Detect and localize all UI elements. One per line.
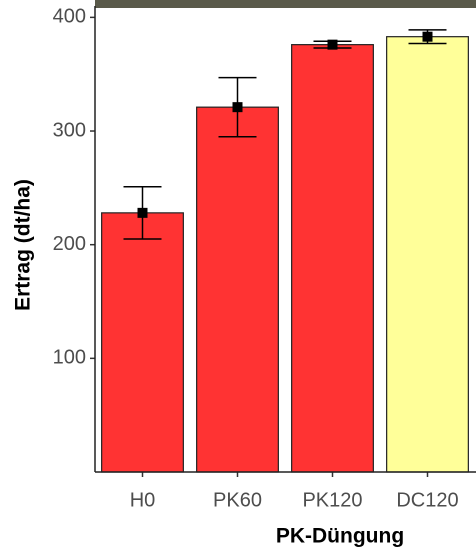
- x-axis-label: PK-Düngung: [276, 525, 404, 548]
- y-tick-label: 100: [53, 347, 86, 369]
- bar: [386, 36, 469, 473]
- x-tick-label: PK120: [302, 489, 362, 511]
- mean-point: [422, 31, 433, 42]
- x-tick-label: DC120: [396, 489, 458, 511]
- bar: [291, 44, 374, 473]
- y-tick-label: 400: [53, 6, 86, 28]
- photo-strip: [95, 0, 476, 8]
- x-tick-label: H0: [130, 489, 156, 511]
- x-tick-label: PK60: [213, 489, 262, 511]
- y-tick-label: 200: [53, 233, 86, 255]
- mean-point: [327, 39, 338, 50]
- mean-point: [232, 102, 243, 113]
- y-tick-label: 300: [53, 119, 86, 141]
- y-axis-label: Ertrag (dt/ha): [12, 179, 35, 311]
- bar: [196, 106, 279, 473]
- mean-point: [137, 207, 148, 218]
- bar: [101, 212, 184, 473]
